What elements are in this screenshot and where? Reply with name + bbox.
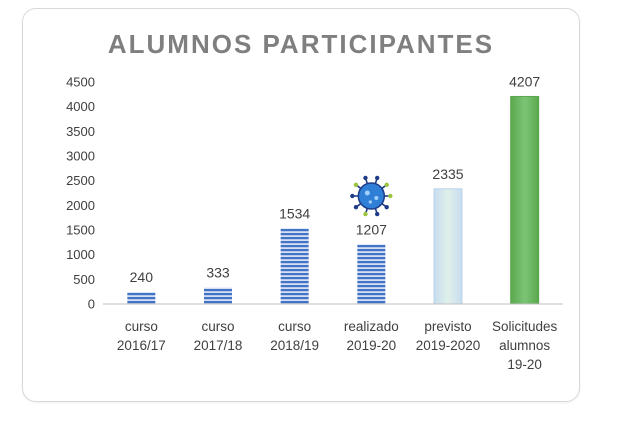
y-tick-label: 1500	[66, 223, 95, 238]
bar	[127, 292, 156, 304]
y-tick-label: 500	[73, 272, 95, 287]
y-tick-label: 2500	[66, 173, 95, 188]
data-label: 333	[206, 265, 230, 281]
chart-title: ALUMNOS PARTICIPANTES	[108, 29, 494, 59]
virus-icon	[350, 175, 393, 217]
x-tick-label: realizado 2019-20	[344, 319, 399, 353]
x-tick-label: Solicitudes alumnos 19-20	[492, 319, 558, 372]
x-axis: curso 2016/17 curso 2017/18 curso 2018/19 real…	[117, 319, 558, 372]
data-label: 1534	[279, 205, 310, 221]
data-label: 240	[130, 269, 154, 285]
bar	[357, 244, 386, 304]
x-tick-label: curso 2016/17	[117, 319, 166, 353]
y-tick-label: 3500	[66, 124, 95, 139]
x-tick-label: previsto 2019-2020	[416, 319, 481, 353]
bar	[204, 287, 232, 304]
y-tick-label: 4000	[66, 99, 95, 114]
bar	[510, 95, 540, 305]
y-tick-label: 2000	[66, 198, 95, 213]
y-tick-label: 1000	[66, 247, 95, 262]
bars	[127, 95, 540, 305]
bar	[280, 228, 309, 304]
data-label: 2335	[432, 166, 463, 182]
x-tick-label: curso 2018/19	[270, 319, 319, 353]
y-tick-label: 0	[88, 297, 95, 312]
data-label: 1207	[356, 221, 387, 237]
y-tick-label: 4500	[66, 75, 95, 90]
data-labels: 240 333 1534 1207 2335 4207	[130, 73, 541, 285]
data-label: 4207	[509, 73, 540, 89]
y-axis: 0 500 1000 1500 2000 2500 3000 3500 4000 4500	[66, 75, 95, 312]
chart: ALUMNOS PARTICIPANTES 0 500 1000 1500 2000 25…	[66, 29, 563, 372]
bar	[433, 188, 463, 305]
x-tick-label: curso 2017/18	[194, 319, 243, 353]
chart-card: ALUMNOS PARTICIPANTES 0 500 1000 1500 2000 25…	[22, 8, 580, 402]
y-tick-label: 3000	[66, 149, 95, 164]
